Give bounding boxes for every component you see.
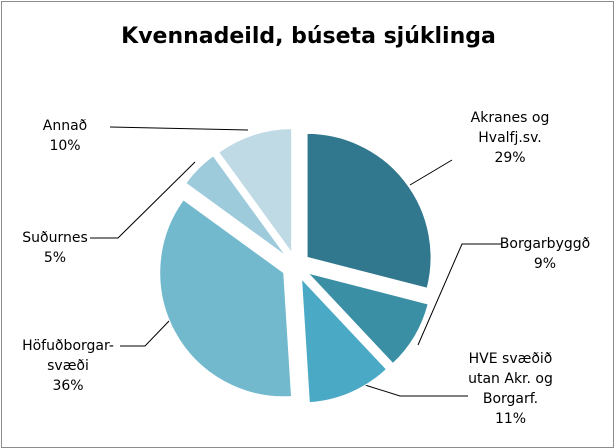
slice-label: Akranes og Hvalfj.sv. 29%: [455, 108, 565, 168]
chart-title: Kvennadeild, búseta sjúklinga: [121, 24, 496, 49]
value-label: 29%: [494, 150, 526, 166]
value-label: 10%: [49, 138, 81, 154]
value-label: 5%: [43, 250, 67, 266]
pie-slice: [306, 272, 429, 365]
leader-line: [409, 159, 453, 186]
pie-slice: [306, 132, 432, 289]
leader-line: [90, 161, 196, 239]
leader-line: [364, 384, 468, 397]
slice-label: Borgarbyggð 9%: [490, 234, 600, 274]
pie-slice: [218, 128, 293, 255]
leader-line: [109, 126, 249, 131]
value-label: 11%: [494, 411, 527, 427]
value-label: 36%: [52, 378, 84, 394]
category-label: Borgarbyggð: [499, 236, 591, 252]
slice-label: Suðurnes 5%: [10, 228, 100, 268]
category-label: Annað: [42, 118, 88, 134]
slice-label: HVE svæðið utan Akr. og Borgarf. 11%: [458, 349, 563, 429]
leader-line: [417, 243, 502, 346]
pie-slice: [185, 155, 287, 257]
leader-lines: [90, 126, 502, 397]
value-label: 9%: [533, 256, 557, 272]
leader-line: [120, 319, 171, 347]
category-label: HVE svæðið utan Akr. og Borgarf.: [468, 351, 553, 407]
slice-label: Höfuðborgar-svæði 36%: [18, 336, 118, 396]
category-label: Höfuðborgar-svæði: [22, 338, 114, 374]
slice-label: Annað 10%: [20, 116, 110, 156]
pie-slice: [300, 277, 388, 404]
category-label: Suðurnes: [22, 230, 88, 246]
pie-slice: [159, 199, 293, 398]
category-label: Akranes og Hvalfj.sv.: [470, 110, 550, 146]
